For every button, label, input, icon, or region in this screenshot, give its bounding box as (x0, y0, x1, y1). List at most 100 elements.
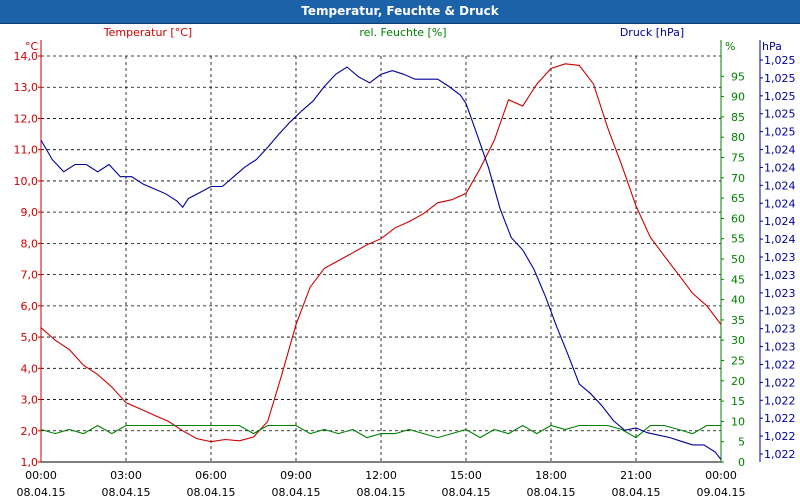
temperature-axis-title: Temperatur [°C] (103, 26, 192, 39)
humidity-tick-label: 60 (731, 212, 745, 225)
pressure-tick-label: 1,025 (764, 54, 796, 67)
humidity-tick-label: 90 (731, 91, 745, 104)
x-tick-time: 09:00 (280, 469, 312, 482)
pressure-tick-label: 1,024 (764, 179, 796, 192)
x-tick-date: 08.04.15 (187, 486, 236, 499)
humidity-tick-label: 65 (731, 192, 745, 205)
x-tick-label: 15:00 08.04.15 (442, 469, 491, 499)
pressure-tick-label: 1,023 (764, 287, 796, 300)
series-line-temperature (40, 63, 722, 443)
x-tick-label: 09:00 08.04.15 (272, 469, 321, 499)
gridlines (41, 55, 721, 462)
series-lines (40, 63, 722, 460)
x-tick-time: 18:00 (535, 469, 567, 482)
pressure-tick-label: 1,023 (764, 341, 796, 354)
humidity-tick-label: 30 (731, 334, 745, 347)
pressure-tick-label: 1,024 (764, 144, 796, 157)
x-tick-date: 08.04.15 (357, 486, 406, 499)
x-tick-label: 03:00 08.04.15 (102, 469, 151, 499)
series-line-humidity (40, 424, 721, 439)
series-line-pressure (40, 66, 722, 460)
humidity-tick-label: 95 (731, 70, 745, 83)
x-tick-date: 08.04.15 (527, 486, 576, 499)
pressure-tick-label: 1,023 (764, 269, 796, 282)
humidity-tick-label: 25 (731, 355, 745, 368)
pressure-tick-label: 1,024 (764, 197, 796, 210)
pressure-tick-label: 1,025 (764, 72, 796, 85)
humidity-tick-label: 15 (731, 395, 745, 408)
x-tick-label: 00:00 08.04.15 (17, 469, 66, 499)
humidity-tick-label: 35 (731, 314, 745, 327)
humidity-tick-label: 75 (731, 152, 745, 165)
temperature-tick-label: 13,0 (14, 81, 39, 94)
x-tick-date: 08.04.15 (102, 486, 151, 499)
temperature-tick-label: 5,0 (21, 331, 39, 344)
temperature-tick-label: 12,0 (14, 112, 39, 125)
temperature-unit: °C (25, 40, 39, 53)
axes (38, 40, 763, 463)
temperature-tick-label: 14,0 (14, 50, 39, 63)
temperature-tick-label: 6,0 (21, 300, 39, 313)
x-tick-time: 12:00 (365, 469, 397, 482)
x-tick-label: 21:00 08.04.15 (612, 469, 661, 499)
x-tick-date: 08.04.15 (612, 486, 661, 499)
x-tick-time: 03:00 (110, 469, 142, 482)
x-tick-time: 21:00 (620, 469, 652, 482)
temperature-tick-label: 11,0 (14, 144, 39, 157)
humidity-tick-label: 0 (738, 456, 745, 469)
humidity-tick-label: 80 (731, 131, 745, 144)
humidity-tick-label: 40 (731, 294, 745, 307)
pressure-tick-label: 1,024 (764, 161, 796, 174)
temperature-tick-label: 8,0 (21, 237, 39, 250)
x-tick-time: 15:00 (450, 469, 482, 482)
pressure-tick-label: 1,025 (764, 90, 796, 103)
pressure-tick-label: 1,022 (764, 412, 796, 425)
humidity-tick-label: 45 (731, 273, 745, 286)
temperature-tick-label: 2,0 (21, 425, 39, 438)
temperature-tick-label: 9,0 (21, 206, 39, 219)
humidity-tick-label: 85 (731, 111, 745, 124)
pressure-tick-label: 1,022 (764, 376, 796, 389)
x-tick-time: 06:00 (195, 469, 227, 482)
pressure-unit: hPa (762, 40, 782, 53)
pressure-axis-title: Druck [hPa] (620, 26, 684, 39)
x-tick-label: 00:00 09.04.15 (697, 469, 746, 499)
x-tick-time: 00:00 (705, 469, 737, 482)
pressure-tick-label: 1,022 (764, 394, 796, 407)
x-tick-label: 12:00 08.04.15 (357, 469, 406, 499)
humidity-unit: % (725, 40, 735, 53)
temperature-tick-label: 3,0 (21, 394, 39, 407)
humidity-tick-label: 5 (738, 436, 745, 449)
x-tick-time: 00:00 (25, 469, 57, 482)
pressure-tick-label: 1,025 (764, 108, 796, 121)
x-tick-date: 08.04.15 (442, 486, 491, 499)
x-tick-label: 06:00 08.04.15 (187, 469, 236, 499)
pressure-tick-label: 1,023 (764, 251, 796, 264)
pressure-tick-label: 1,023 (764, 305, 796, 318)
x-tick-label: 18:00 08.04.15 (527, 469, 576, 499)
pressure-tick-label: 1,022 (764, 448, 796, 461)
temperature-tick-label: 1,0 (21, 456, 39, 469)
pressure-tick-label: 1,024 (764, 233, 796, 246)
x-tick-date: 09.04.15 (697, 486, 746, 499)
chart-title: Temperatur, Feuchte & Druck (301, 4, 499, 18)
x-tick-date: 08.04.15 (17, 486, 66, 499)
pressure-tick-label: 1,022 (764, 430, 796, 443)
humidity-tick-label: 20 (731, 375, 745, 388)
pressure-tick-label: 1,023 (764, 323, 796, 336)
humidity-tick-label: 70 (731, 172, 745, 185)
temperature-tick-label: 10,0 (14, 175, 39, 188)
pressure-tick-label: 1,024 (764, 215, 796, 228)
temperature-tick-label: 7,0 (21, 269, 39, 282)
title-bar: Temperatur, Feuchte & Druck (0, 0, 800, 24)
x-tick-date: 08.04.15 (272, 486, 321, 499)
pressure-tick-label: 1,022 (764, 358, 796, 371)
temperature-tick-label: 4,0 (21, 362, 39, 375)
humidity-tick-label: 55 (731, 233, 745, 246)
humidity-tick-label: 10 (731, 415, 745, 428)
pressure-tick-label: 1,025 (764, 126, 796, 139)
humidity-tick-label: 50 (731, 253, 745, 266)
humidity-axis-title: rel. Feuchte [%] (359, 26, 446, 39)
